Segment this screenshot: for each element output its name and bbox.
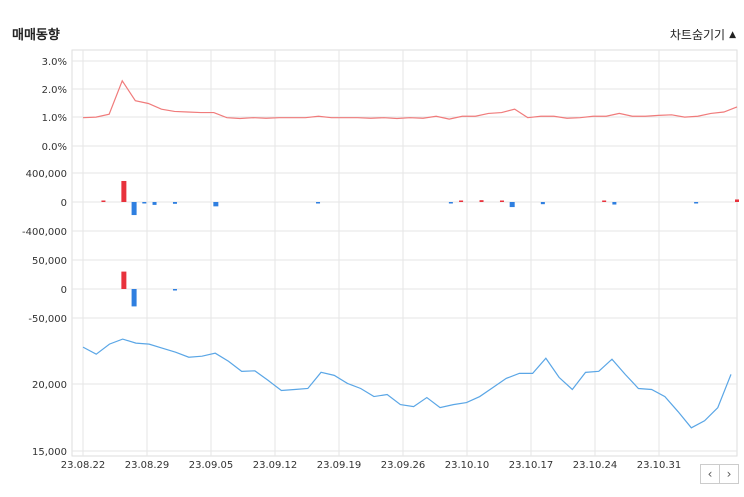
y-tick-label: 3.0% bbox=[42, 57, 67, 68]
x-tick-label: 23.10.10 bbox=[445, 460, 490, 471]
volume-bar bbox=[448, 202, 453, 204]
volume-bar bbox=[602, 200, 607, 202]
x-tick-label: 23.09.26 bbox=[381, 460, 426, 471]
x-tick-label: 23.10.17 bbox=[509, 460, 554, 471]
volume-bar bbox=[131, 202, 137, 216]
volume-bar bbox=[152, 202, 157, 205]
volume-bar bbox=[694, 202, 699, 204]
hide-chart-label: 차트숨기기 bbox=[669, 28, 726, 42]
hide-chart-button[interactable]: 차트숨기기 ▲ bbox=[670, 26, 736, 43]
price-change-line bbox=[82, 79, 738, 120]
page-title: 매매동향 bbox=[12, 28, 60, 43]
x-tick-label: 23.09.05 bbox=[189, 460, 234, 471]
y-tick-label: 0 bbox=[61, 285, 67, 296]
volume-bar bbox=[735, 199, 739, 202]
price-line bbox=[82, 338, 732, 429]
volume-bar bbox=[540, 202, 545, 205]
y-tick-label: 0.0% bbox=[42, 142, 67, 153]
next-button[interactable]: › bbox=[719, 464, 739, 484]
y-tick-label: 15,000 bbox=[32, 447, 67, 458]
y-tick-label: 1.0% bbox=[42, 113, 67, 124]
x-tick-label: 23.08.22 bbox=[61, 460, 106, 471]
volume-bar bbox=[172, 289, 177, 291]
y-tick-label: -50,000 bbox=[28, 314, 67, 325]
plot-frame bbox=[71, 49, 738, 457]
y-tick-label: 0 bbox=[61, 198, 67, 209]
volume-bar bbox=[142, 202, 147, 204]
volume-bar bbox=[499, 200, 504, 202]
x-tick-label: 23.08.29 bbox=[125, 460, 170, 471]
volume-bar bbox=[121, 271, 127, 289]
volume-bar bbox=[101, 200, 106, 202]
volume-bar bbox=[121, 180, 127, 202]
x-tick-label: 23.10.31 bbox=[637, 460, 682, 471]
volume-bar bbox=[131, 289, 137, 307]
volume-bar bbox=[479, 200, 484, 202]
y-tick-label: 400,000 bbox=[26, 169, 67, 180]
volume-bar bbox=[316, 202, 321, 204]
volume-bar bbox=[172, 202, 177, 204]
volume-bar bbox=[509, 202, 515, 208]
y-tick-label: -400,000 bbox=[22, 227, 67, 238]
y-tick-label: 50,000 bbox=[32, 256, 67, 267]
volume-bar bbox=[612, 202, 617, 205]
volume-bar bbox=[459, 200, 464, 202]
y-tick-label: 2.0% bbox=[42, 85, 67, 96]
volume-bar bbox=[213, 202, 219, 207]
y-tick-label: 20,000 bbox=[32, 380, 67, 391]
x-tick-label: 23.10.24 bbox=[573, 460, 618, 471]
prev-button[interactable]: ‹ bbox=[700, 464, 720, 484]
x-tick-label: 23.09.19 bbox=[317, 460, 362, 471]
x-tick-label: 23.09.12 bbox=[253, 460, 298, 471]
triangle-up-icon: ▲ bbox=[729, 29, 736, 40]
